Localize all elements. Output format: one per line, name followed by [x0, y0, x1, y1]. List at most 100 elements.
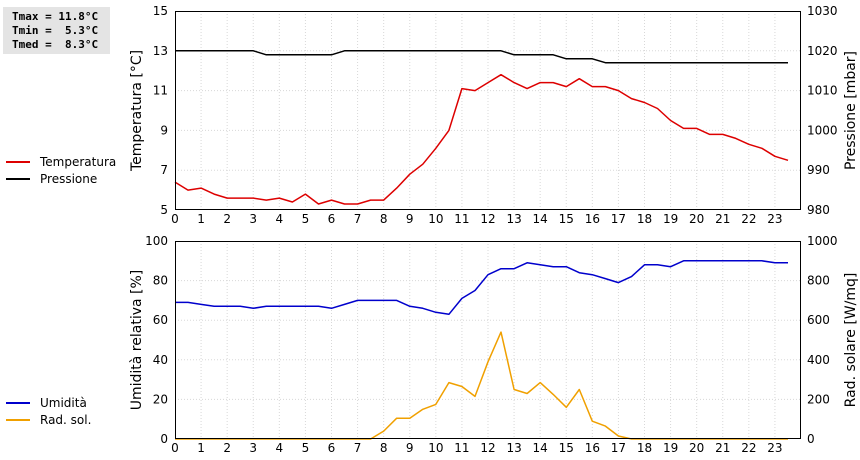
- legend-swatch-temperature: [6, 160, 30, 163]
- x-tick-label: 14: [533, 212, 548, 226]
- x-tick-label: 19: [663, 212, 678, 226]
- x-tick-label: 18: [637, 441, 652, 455]
- x-tick-label: 6: [328, 441, 336, 455]
- y-tick-label-left: 60: [153, 313, 168, 327]
- y-tick-label-right: 1010: [807, 84, 838, 98]
- x-tick-label: 6: [328, 212, 336, 226]
- x-tick-label: 14: [533, 441, 548, 455]
- legend-label-humidity: Umidità: [40, 395, 87, 410]
- x-tick-label: 0: [171, 441, 179, 455]
- legend-swatch-pressure: [6, 177, 30, 180]
- legend-item-radiation: Rad. sol.: [6, 411, 91, 428]
- x-tick-label: 1: [197, 212, 205, 226]
- legend-item-humidity: Umidità: [6, 394, 91, 411]
- y-tick-label-left: 5: [160, 203, 168, 217]
- x-tick-label: 9: [406, 441, 414, 455]
- x-tick-label: 1: [197, 441, 205, 455]
- x-tick-label: 16: [585, 441, 600, 455]
- x-tick-label: 2: [223, 441, 231, 455]
- x-tick-label: 12: [480, 212, 495, 226]
- y-axis-title-right: Pressione [mbar]: [843, 51, 859, 170]
- legend-label-radiation: Rad. sol.: [40, 412, 92, 427]
- y-tick-label-left: 9: [160, 123, 168, 137]
- x-tick-label: 11: [454, 212, 469, 226]
- y-tick-label-right: 400: [807, 353, 830, 367]
- legend-bottom: Umidità Rad. sol.: [6, 394, 91, 428]
- y-axis-title-right: Rad. solare [W/mq]: [843, 273, 859, 408]
- y-tick-label-left: 13: [153, 44, 168, 58]
- x-tick-label: 19: [663, 441, 678, 455]
- x-tick-label: 7: [354, 212, 362, 226]
- y-tick-label-right: 1030: [807, 4, 838, 18]
- y-tick-label-right: 1020: [807, 44, 838, 58]
- legend-label-pressure: Pressione: [40, 171, 98, 186]
- x-tick-label: 8: [380, 441, 388, 455]
- x-tick-label: 4: [276, 441, 284, 455]
- legend-swatch-humidity: [6, 401, 30, 404]
- y-tick-label-right: 800: [807, 274, 830, 288]
- x-tick-label: 17: [611, 212, 626, 226]
- x-tick-label: 3: [249, 441, 257, 455]
- x-tick-label: 13: [506, 441, 521, 455]
- y-tick-label-right: 1000: [807, 234, 838, 248]
- x-tick-label: 10: [428, 441, 443, 455]
- x-tick-label: 15: [559, 441, 574, 455]
- x-tick-label: 20: [689, 441, 704, 455]
- y-tick-label-left: 15: [153, 4, 168, 18]
- x-tick-label: 15: [559, 212, 574, 226]
- plot-frame: [175, 241, 801, 439]
- stat-tmax: Tmax = 11.8°C: [12, 10, 99, 23]
- legend-top: Temperatura Pressione: [6, 153, 116, 187]
- x-tick-label: 18: [637, 212, 652, 226]
- y-tick-label-right: 1000: [807, 123, 838, 137]
- x-tick-label: 9: [406, 212, 414, 226]
- x-tick-label: 17: [611, 441, 626, 455]
- x-tick-label: 12: [480, 441, 495, 455]
- legend-label-temperature: Temperatura: [40, 154, 117, 169]
- x-tick-label: 4: [276, 212, 284, 226]
- series-line-umidit: [175, 260, 788, 316]
- y-tick-label-left: 0: [160, 432, 168, 446]
- y-axis-title-left: Temperatura [°C]: [129, 50, 145, 172]
- y-tick-label-right: 990: [807, 163, 830, 177]
- x-tick-label: 8: [380, 212, 388, 226]
- x-tick-label: 2: [223, 212, 231, 226]
- series-line-temperatura: [174, 73, 789, 205]
- x-tick-label: 13: [506, 212, 521, 226]
- x-tick-label: 22: [741, 212, 756, 226]
- stats-box: Tmax = 11.8°C Tmin = 5.3°C Tmed = 8.3°C: [3, 7, 110, 54]
- x-tick-label: 21: [715, 441, 730, 455]
- legend-swatch-radiation: [6, 418, 30, 421]
- chart-panel-1: 0 1 2 3 4 5 6 7 8 9 10 11 12 13 14 15 16 17 18 19 20 21 22 2302…: [129, 234, 859, 455]
- y-tick-label-left: 11: [153, 84, 168, 98]
- x-tick-label: 10: [428, 212, 443, 226]
- series-line-rad-sol: [175, 331, 788, 440]
- y-tick-label-right: 980: [807, 203, 830, 217]
- x-tick-label: 23: [767, 441, 782, 455]
- stat-tmin: Tmin = 5.3°C: [12, 24, 99, 37]
- x-tick-label: 23: [767, 212, 782, 226]
- x-tick-label: 5: [302, 441, 310, 455]
- x-tick-label: 11: [454, 441, 469, 455]
- y-tick-label-left: 20: [153, 392, 168, 406]
- y-tick-label-left: 80: [153, 274, 168, 288]
- series-line-pressione: [175, 50, 788, 64]
- x-tick-label: 0: [171, 212, 179, 226]
- x-tick-label: 7: [354, 441, 362, 455]
- x-tick-label: 3: [249, 212, 257, 226]
- y-tick-label-right: 600: [807, 313, 830, 327]
- x-tick-label: 21: [715, 212, 730, 226]
- x-tick-label: 22: [741, 441, 756, 455]
- y-tick-label-left: 100: [145, 234, 168, 248]
- legend-item-pressure: Pressione: [6, 170, 116, 187]
- y-axis-title-left: Umidità relativa [%]: [129, 270, 145, 411]
- y-tick-label-right: 0: [807, 432, 815, 446]
- x-tick-label: 16: [585, 212, 600, 226]
- y-tick-label-right: 200: [807, 392, 830, 406]
- x-tick-label: 20: [689, 212, 704, 226]
- stat-tmed: Tmed = 8.3°C: [12, 38, 99, 51]
- plot-frame: [175, 11, 801, 210]
- y-tick-label-left: 7: [160, 163, 168, 177]
- chart-panel-0: 0 1 2 3 4 5 6 7 8 9 10 11 12 13 14 15 16 17 18 19 20 21 22 2357…: [129, 4, 859, 226]
